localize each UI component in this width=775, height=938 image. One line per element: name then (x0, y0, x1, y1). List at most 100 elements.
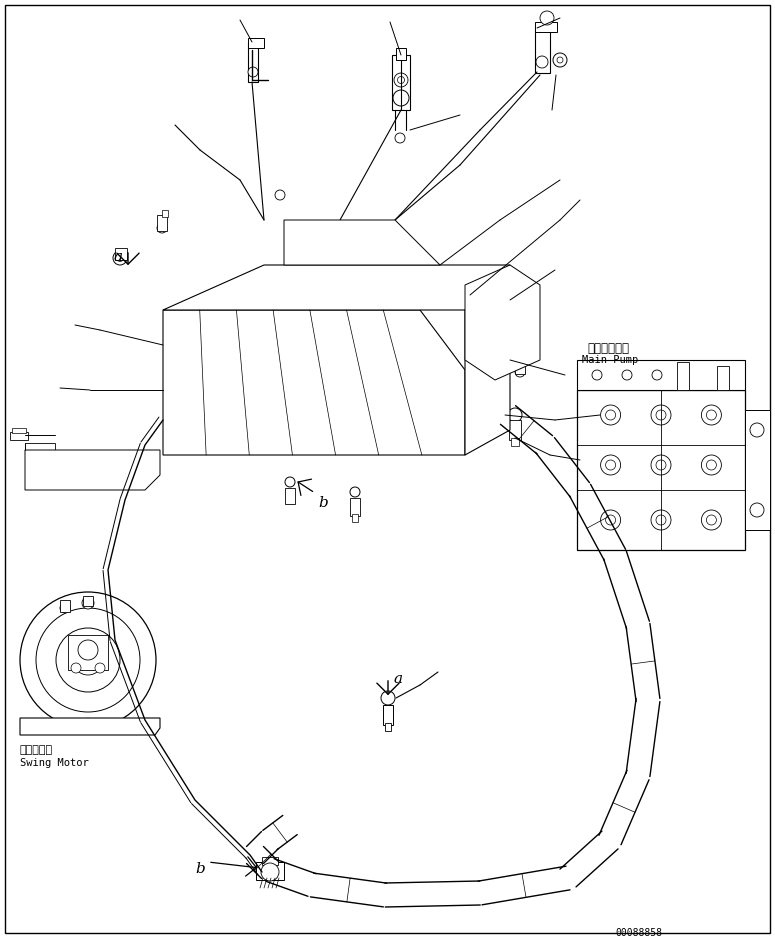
Bar (577, 360, 745, 390)
Bar (248, 42, 258, 82)
Circle shape (358, 323, 372, 337)
Circle shape (605, 460, 615, 470)
Bar (577, 390, 745, 550)
Circle shape (215, 326, 222, 334)
Bar (496, 404, 508, 422)
Circle shape (652, 370, 662, 380)
Circle shape (157, 223, 167, 233)
Bar (745, 410, 770, 530)
Circle shape (116, 254, 123, 262)
Bar (535, 28, 550, 73)
Circle shape (557, 57, 563, 63)
Circle shape (750, 423, 764, 437)
Circle shape (651, 510, 671, 530)
Bar (511, 438, 519, 446)
Circle shape (656, 515, 666, 525)
Circle shape (284, 323, 298, 337)
Circle shape (605, 410, 615, 420)
Circle shape (211, 348, 225, 362)
Circle shape (174, 348, 188, 362)
Bar (115, 248, 127, 260)
Circle shape (706, 460, 716, 470)
Circle shape (622, 370, 632, 380)
Text: b: b (195, 862, 205, 876)
Circle shape (60, 603, 70, 613)
Circle shape (299, 232, 305, 238)
Circle shape (434, 269, 439, 275)
Circle shape (651, 455, 671, 475)
Bar (350, 498, 360, 516)
Circle shape (706, 515, 716, 525)
Circle shape (133, 719, 147, 733)
Circle shape (361, 326, 368, 334)
Bar (262, 857, 278, 865)
Circle shape (174, 423, 188, 437)
Circle shape (250, 385, 260, 395)
Circle shape (512, 292, 528, 308)
Circle shape (360, 385, 370, 395)
Circle shape (73, 645, 103, 675)
Circle shape (381, 691, 395, 705)
Circle shape (398, 77, 405, 83)
Circle shape (394, 323, 408, 337)
Bar (285, 488, 295, 504)
Bar (535, 22, 557, 32)
Circle shape (211, 323, 225, 337)
Circle shape (701, 510, 722, 530)
Circle shape (553, 53, 567, 67)
Circle shape (286, 268, 291, 273)
Circle shape (174, 323, 188, 337)
Circle shape (398, 326, 405, 334)
Bar (383, 705, 393, 725)
Bar (396, 48, 406, 60)
Circle shape (63, 719, 77, 733)
Circle shape (284, 423, 298, 437)
Circle shape (361, 352, 368, 358)
Circle shape (706, 410, 716, 420)
Circle shape (321, 423, 336, 437)
Circle shape (701, 405, 722, 425)
Bar (352, 514, 358, 522)
Circle shape (508, 408, 522, 422)
Circle shape (482, 342, 498, 358)
Circle shape (297, 229, 308, 241)
Circle shape (374, 232, 380, 238)
Bar (509, 420, 521, 440)
Circle shape (394, 73, 408, 87)
Circle shape (325, 427, 332, 433)
Text: Swing Motor: Swing Motor (20, 758, 89, 768)
Bar (162, 210, 168, 217)
Circle shape (656, 410, 666, 420)
Circle shape (336, 268, 340, 273)
Circle shape (31, 719, 45, 733)
Circle shape (321, 323, 336, 337)
Bar (498, 420, 506, 426)
Circle shape (56, 628, 120, 692)
Circle shape (499, 354, 511, 366)
Circle shape (40, 460, 60, 480)
Circle shape (113, 251, 127, 265)
Bar (392, 55, 410, 110)
Text: b: b (318, 496, 328, 510)
Circle shape (651, 405, 671, 425)
Polygon shape (465, 265, 510, 455)
Bar (25, 443, 55, 452)
Circle shape (251, 427, 258, 433)
Circle shape (333, 229, 346, 241)
Circle shape (393, 90, 409, 106)
Circle shape (394, 348, 408, 362)
Bar (248, 38, 264, 48)
Circle shape (75, 465, 85, 475)
Circle shape (261, 863, 279, 881)
Circle shape (540, 11, 554, 25)
Bar (68, 635, 108, 670)
Circle shape (215, 427, 222, 433)
Circle shape (601, 455, 621, 475)
Polygon shape (25, 450, 160, 490)
Circle shape (177, 385, 186, 395)
Circle shape (750, 503, 764, 517)
Circle shape (370, 229, 383, 241)
Circle shape (215, 352, 222, 358)
Polygon shape (284, 220, 440, 265)
Polygon shape (465, 265, 540, 380)
